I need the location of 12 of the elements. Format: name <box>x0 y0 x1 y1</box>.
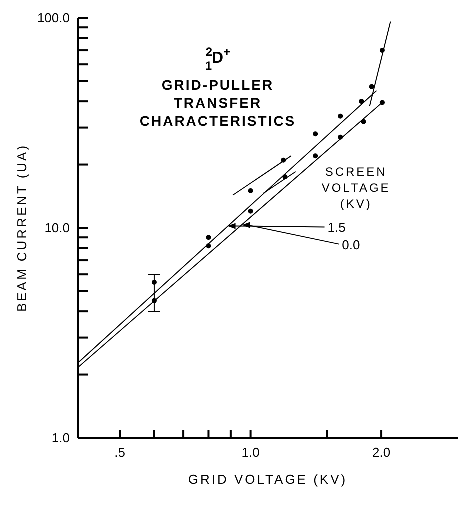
x-tick-label: .5 <box>114 445 126 460</box>
y-tick-label: 10.0 <box>44 220 70 236</box>
y-axis-title: BEAM CURRENT (UA) <box>14 144 30 312</box>
annotation: 1.5 <box>328 220 346 236</box>
annotation: 0.0 <box>342 237 360 252</box>
x-axis-title: GRID VOLTAGE (KV) <box>188 472 348 487</box>
text: GRID-PULLER TRANSFER CHARACTERISTICS <box>140 77 296 129</box>
x-tick-label: 1.0 <box>242 445 260 460</box>
x-tick-label: 2.0 <box>372 445 391 460</box>
y-tick-label: 1.0 <box>52 430 70 446</box>
legend-title: SCREEN VOLTAGE (KV) <box>322 165 391 212</box>
y-tick-label: 100.0 <box>37 10 70 26</box>
